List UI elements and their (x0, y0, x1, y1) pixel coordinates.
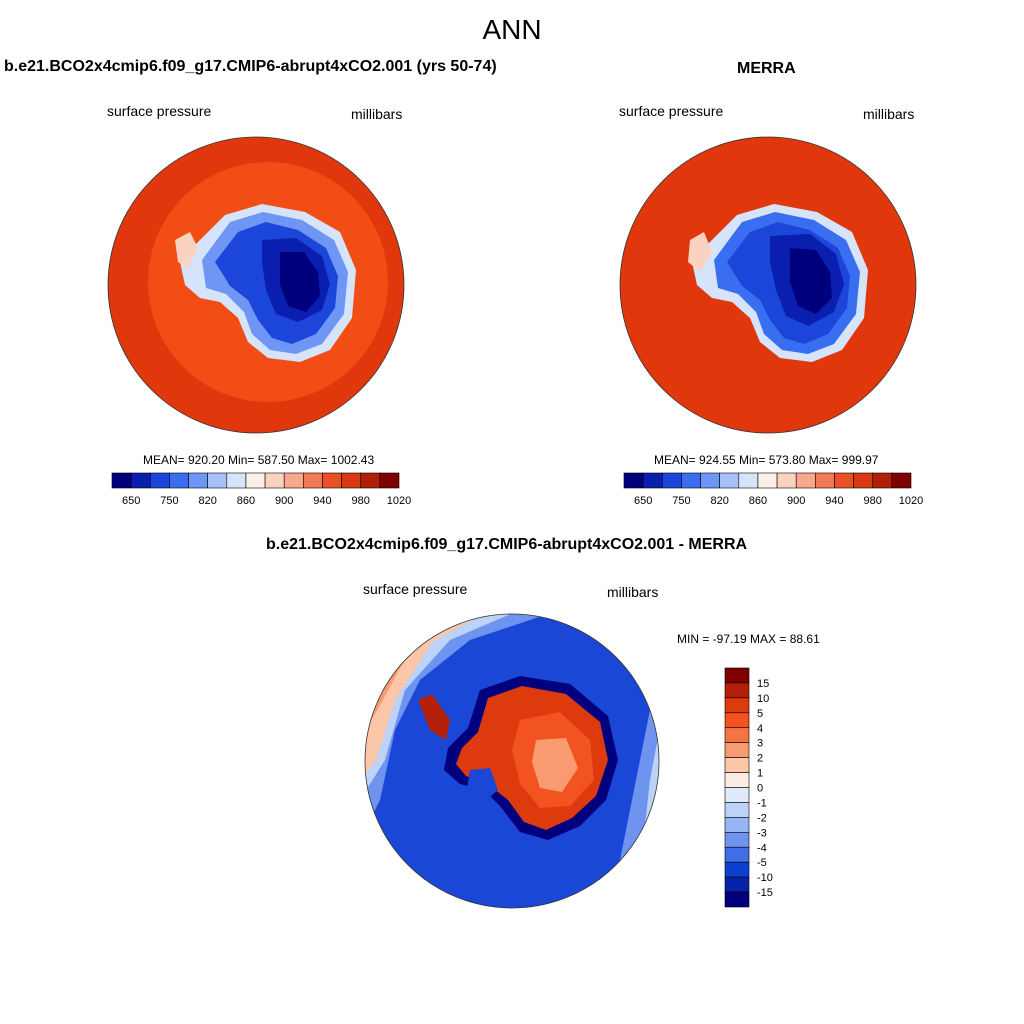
colorbar-tick-label: 650 (634, 495, 652, 507)
panel-2-units-label: millibars (863, 106, 915, 122)
colorbar-tick-label: -15 (757, 887, 773, 899)
colorbar-box (724, 802, 750, 818)
colorbar-tick-label: 15 (757, 678, 769, 690)
panel-2-stats: MEAN= 924.55 Min= 573.80 Max= 999.97 (654, 453, 879, 467)
colorbar-tick-label: 820 (710, 495, 728, 507)
colorbar-tick-label: 1020 (899, 495, 923, 507)
colorbar-box (724, 817, 750, 833)
colorbar-box (724, 891, 750, 908)
colorbar-box (724, 667, 750, 684)
colorbar-tick-label: 820 (198, 495, 216, 507)
panel-3-units-label: millibars (607, 584, 659, 600)
colorbar-tick-label: 900 (275, 495, 293, 507)
panel-1-stats: MEAN= 920.20 Min= 587.50 Max= 1002.43 (143, 453, 375, 467)
colorbar-tick-label: 750 (672, 495, 690, 507)
colorbar-box (724, 787, 750, 803)
colorbar-box (891, 472, 912, 489)
colorbar-tick-label: 860 (237, 495, 255, 507)
colorbar-tick-label: 940 (825, 495, 843, 507)
colorbar-box (724, 772, 750, 788)
panel-3-stats: MIN = -97.19 MAX = 88.61 (677, 632, 820, 646)
panel-1-variable-label: surface pressure (107, 103, 212, 119)
colorbar-tick-label: 750 (160, 495, 178, 507)
colorbar-box (724, 832, 750, 848)
colorbar-box (724, 727, 750, 743)
panel-2-variable-label: surface pressure (619, 103, 724, 119)
colorbar-tick-label: 980 (352, 495, 370, 507)
colorbar-tick-label: -1 (757, 797, 767, 809)
panel-3-title: b.e21.BCO2x4cmip6.f09_g17.CMIP6-abrupt4x… (266, 536, 748, 553)
colorbar-tick-label: 5 (757, 708, 763, 720)
colorbar-box (724, 757, 750, 773)
colorbar-tick-label: 860 (749, 495, 767, 507)
colorbar-box (724, 682, 750, 699)
panel-1-title: b.e21.BCO2x4cmip6.f09_g17.CMIP6-abrupt4x… (4, 58, 497, 75)
panel-2-title: MERRA (737, 60, 796, 77)
colorbar-tick-label: 940 (313, 495, 331, 507)
colorbar-tick-label: -2 (757, 812, 767, 824)
colorbar-box (724, 712, 750, 729)
figure-title: ANN (482, 14, 542, 45)
colorbar-tick-label: 1020 (387, 495, 411, 507)
colorbar-box (724, 861, 750, 878)
colorbar-tick-label: 10 (757, 693, 769, 705)
colorbar-tick-label: 650 (122, 495, 140, 507)
colorbar-tick-label: 900 (787, 495, 805, 507)
colorbar-box (724, 846, 750, 863)
panel-1-units-label: millibars (351, 106, 403, 122)
colorbar-tick-label: 4 (757, 723, 763, 735)
colorbar-tick-label: -5 (757, 857, 767, 869)
colorbar-tick-label: -10 (757, 872, 773, 884)
colorbar-tick-label: 0 (757, 783, 763, 795)
colorbar-tick-label: 980 (864, 495, 882, 507)
colorbar-tick-label: 1 (757, 768, 763, 780)
colorbar-tick-label: 2 (757, 753, 763, 765)
panel-3-variable-label: surface pressure (363, 581, 468, 597)
colorbar-box (724, 697, 750, 714)
colorbar-box (724, 876, 750, 893)
colorbar-tick-label: -3 (757, 827, 767, 839)
colorbar-box (724, 742, 750, 758)
colorbar-tick-label: -4 (757, 842, 767, 854)
colorbar-tick-label: 3 (757, 738, 763, 750)
colorbar-box (379, 472, 400, 489)
